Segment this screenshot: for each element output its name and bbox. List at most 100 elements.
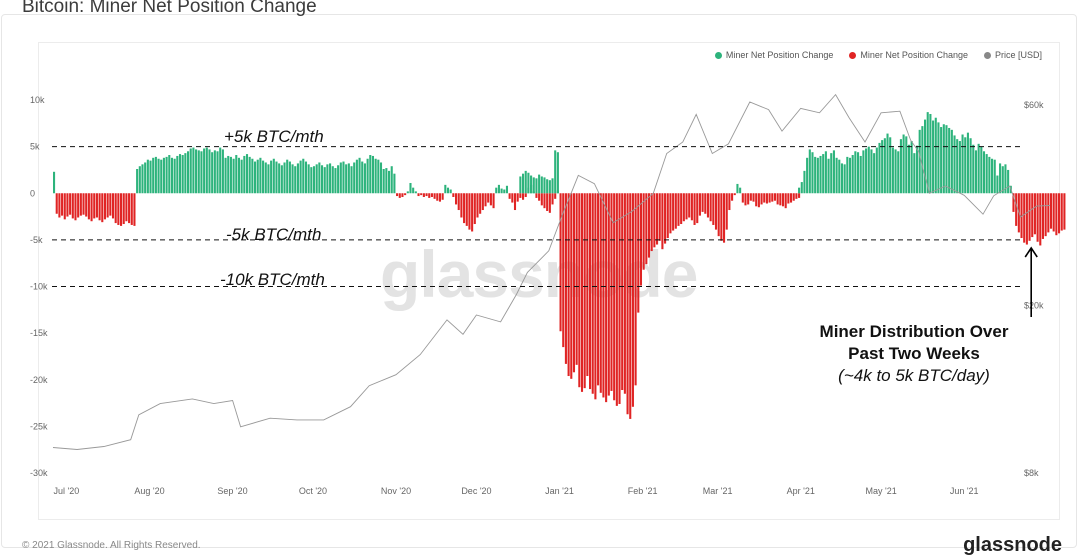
bar: [138, 166, 141, 194]
x-tick-label: Sep '20: [217, 486, 247, 496]
bar: [677, 193, 680, 226]
bar: [669, 193, 672, 234]
bar: [323, 167, 326, 194]
bar: [1020, 193, 1023, 239]
bar: [1012, 193, 1015, 212]
bar: [629, 193, 632, 419]
y-tick-label: -20k: [30, 375, 48, 385]
bar: [178, 154, 182, 194]
bar: [760, 193, 763, 205]
bar: [87, 193, 90, 220]
bar: [666, 193, 669, 239]
bar: [420, 193, 423, 196]
bar: [146, 159, 149, 194]
bar: [717, 193, 720, 237]
bar: [937, 122, 940, 194]
x-tick-label: Mar '21: [703, 486, 733, 496]
bar: [613, 193, 616, 401]
bar: [800, 182, 803, 194]
bar: [682, 193, 685, 222]
bar: [74, 193, 77, 221]
annotation-plus5k: +5k BTC/mth: [224, 127, 324, 146]
bar: [723, 193, 726, 243]
bar: [664, 193, 667, 244]
bar: [1052, 193, 1055, 232]
bar: [347, 163, 350, 194]
bar: [476, 193, 479, 218]
bar: [985, 154, 988, 194]
bar: [216, 151, 219, 194]
bar: [385, 168, 388, 194]
bar: [706, 193, 710, 218]
bar: [562, 193, 565, 348]
bar: [500, 188, 503, 194]
bar: [905, 136, 908, 194]
bar: [1039, 193, 1042, 246]
bar: [589, 193, 592, 390]
bar: [109, 193, 112, 216]
bar: [366, 158, 369, 194]
bar: [254, 161, 257, 194]
bar: [63, 193, 66, 220]
bar: [522, 193, 525, 200]
callout-line1: Miner Distribution Over: [819, 322, 1009, 341]
bar: [53, 171, 56, 194]
bar: [455, 193, 458, 205]
bar: [546, 179, 549, 194]
bar: [787, 193, 790, 204]
bar: [554, 193, 557, 199]
bar: [773, 193, 777, 201]
bar: [580, 193, 584, 392]
bar: [824, 151, 827, 194]
bar: [969, 138, 972, 194]
bar: [1023, 193, 1026, 243]
bar: [471, 193, 474, 232]
bar: [551, 193, 554, 205]
bar: [412, 187, 415, 194]
bar: [388, 170, 391, 194]
bar: [428, 193, 431, 198]
bar: [899, 139, 902, 194]
y-tick-label: -10k: [30, 282, 48, 292]
bar: [278, 163, 281, 194]
bar: [393, 173, 396, 194]
bar: [559, 193, 562, 332]
bar: [98, 193, 101, 221]
bar: [460, 193, 463, 218]
bar: [192, 147, 195, 194]
bar: [653, 193, 656, 248]
bar: [342, 161, 345, 194]
bar: [315, 164, 318, 194]
annotation-minus5k: -5k BTC/mth: [226, 225, 322, 244]
bar: [489, 193, 492, 206]
bar: [312, 166, 316, 194]
bar: [798, 193, 801, 198]
bar: [744, 193, 747, 206]
bar: [184, 153, 187, 194]
bar: [377, 159, 380, 194]
bar: [128, 193, 131, 224]
bar: [224, 157, 227, 194]
brand-logo: glassnode: [963, 534, 1062, 556]
bar: [538, 174, 541, 194]
bar: [527, 172, 530, 194]
bar: [361, 161, 364, 194]
legend-item-positive[interactable]: Miner Net Position Change: [714, 50, 833, 60]
bar: [106, 193, 109, 218]
bar: [160, 159, 163, 194]
bar: [213, 150, 216, 194]
bar: [698, 193, 701, 216]
bar: [741, 193, 744, 203]
bar: [487, 193, 490, 203]
bar: [575, 193, 578, 365]
bar: [187, 151, 190, 194]
legend-item-negative[interactable]: Miner Net Position Change: [849, 50, 968, 60]
bar: [709, 193, 712, 222]
bar: [658, 193, 661, 241]
bar: [736, 183, 739, 194]
bar: [205, 147, 208, 194]
bar: [554, 150, 557, 194]
legend-item-price[interactable]: Price [USD]: [983, 50, 1042, 60]
bar: [436, 193, 439, 201]
bar: [540, 176, 543, 194]
